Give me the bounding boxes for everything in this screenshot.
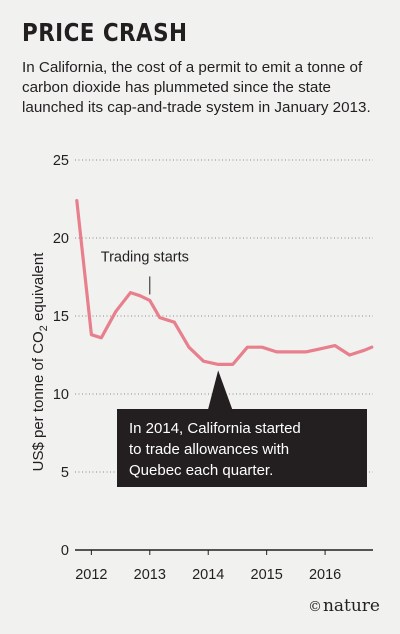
y-tick-label-0: 0 bbox=[61, 543, 69, 559]
x-tick-label-2016: 2016 bbox=[309, 567, 341, 583]
quebec-callout-line-1: In 2014, California started bbox=[129, 420, 301, 437]
nature-logo-text: nature bbox=[322, 596, 380, 616]
x-tick-label-2013: 2013 bbox=[134, 567, 166, 583]
x-tick-label-2014: 2014 bbox=[192, 567, 224, 583]
quebec-callout-box bbox=[117, 370, 367, 487]
x-tick-labels: 2012 2013 2014 2015 2016 bbox=[75, 567, 341, 583]
y-axis-label-subscript: 2 bbox=[38, 325, 50, 331]
y-tick-label-5: 5 bbox=[61, 465, 69, 481]
trading-starts-label: Trading starts bbox=[101, 249, 189, 265]
x-tick-label-2015: 2015 bbox=[251, 567, 283, 583]
nature-credit: ©nature bbox=[308, 596, 380, 616]
quebec-callout-text: In 2014, California started to trade all… bbox=[129, 420, 305, 479]
y-axis-label-main: US$ per tonne of CO bbox=[30, 331, 47, 471]
y-tick-label-15: 15 bbox=[53, 309, 69, 325]
x-tick-marks bbox=[90, 550, 326, 555]
price-line bbox=[75, 199, 374, 366]
quebec-callout-line-2: to trade allowances with bbox=[129, 441, 289, 458]
page-subtitle: In California, the cost of a permit to e… bbox=[22, 59, 371, 116]
x-tick-label-2012: 2012 bbox=[75, 567, 107, 583]
y-axis-label-end: equivalent bbox=[30, 252, 47, 325]
y-tick-label-10: 10 bbox=[53, 387, 69, 403]
page-title: PRICE CRASH bbox=[22, 18, 188, 47]
y-tick-labels: 0 5 10 15 20 25 bbox=[53, 153, 69, 559]
y-tick-label-20: 20 bbox=[53, 231, 69, 247]
y-axis-label: US$ per tonne of CO2 equivalent bbox=[30, 252, 50, 472]
copyright-symbol: © bbox=[307, 599, 322, 615]
y-tick-label-25: 25 bbox=[53, 153, 69, 169]
quebec-callout-line-3: Quebec each quarter. bbox=[129, 462, 273, 479]
